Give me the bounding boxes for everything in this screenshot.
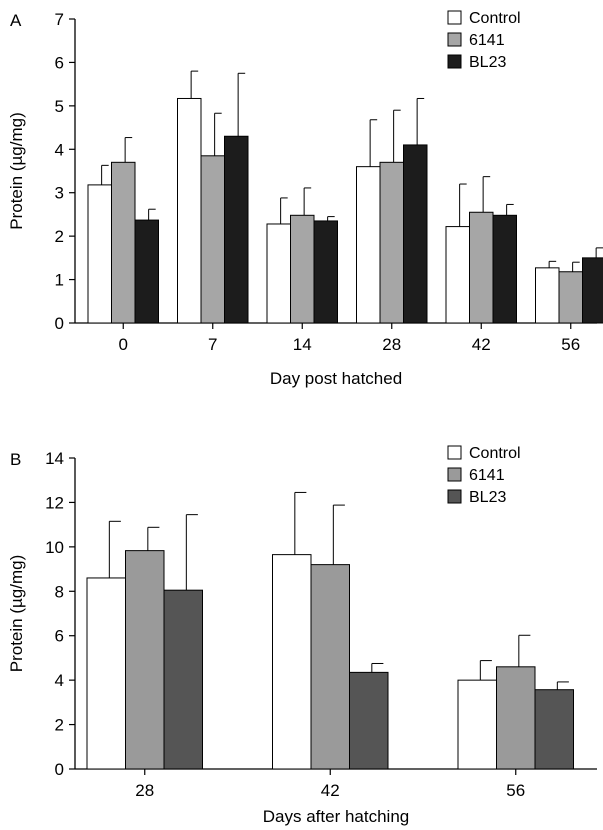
legend-label-bl23: BL23 <box>469 54 506 71</box>
bar-bl23-56 <box>534 689 574 770</box>
y-tick-label: 2 <box>55 227 64 246</box>
legend-label-control: Control <box>469 445 521 462</box>
bar-control-0 <box>87 184 112 324</box>
bar-control-56 <box>535 267 560 324</box>
legend: Control 6141 BL23 <box>447 10 521 71</box>
x-axis-title: Days after hatching <box>263 807 409 826</box>
x-axis-title: Day post hatched <box>270 369 402 388</box>
y-tick-label: 8 <box>55 582 64 601</box>
bar-6141-28 <box>125 550 165 770</box>
bar-control-56 <box>457 679 497 770</box>
legend-swatch-control <box>447 445 462 460</box>
legend-swatch-control <box>447 10 462 25</box>
bar-control-42 <box>272 554 312 770</box>
panel-label: B <box>10 450 21 469</box>
x-tick-label: 28 <box>382 335 401 354</box>
y-tick-label: 2 <box>55 716 64 735</box>
y-tick-label: 3 <box>55 184 64 203</box>
x-tick-label: 42 <box>321 781 340 800</box>
bar-bl23-0 <box>134 219 159 324</box>
legend-label-bl23: BL23 <box>469 489 506 506</box>
legend: Control 6141 BL23 <box>447 445 521 506</box>
legend-label-6141: 6141 <box>469 467 505 484</box>
y-tick-label: 0 <box>55 314 64 333</box>
legend-swatch-bl23 <box>447 489 462 504</box>
y-axis-title: Protein (µg/mg) <box>7 555 26 673</box>
y-tick-label: 7 <box>55 10 64 29</box>
bar-6141-42 <box>469 211 494 324</box>
bar-control-42 <box>445 226 470 324</box>
y-tick-label: 5 <box>55 97 64 116</box>
bar-bl23-28 <box>163 589 203 770</box>
bar-control-14 <box>266 223 291 324</box>
y-tick-label: 1 <box>55 271 64 290</box>
legend-swatch-6141 <box>447 32 462 47</box>
x-tick-label: 56 <box>561 335 580 354</box>
bar-6141-42 <box>310 564 350 770</box>
y-tick-label: 6 <box>55 53 64 72</box>
y-tick-label: 6 <box>55 627 64 646</box>
y-tick-label: 4 <box>55 671 64 690</box>
chart-panel-B: B 0 2 4 6 8 10 12 14 Protein (µg/mg) 28 42 56 Days af… <box>7 445 597 826</box>
bar-6141-56 <box>558 271 583 324</box>
bar-bl23-28 <box>403 144 428 324</box>
bar-6141-0 <box>111 161 136 324</box>
x-tick-label: 0 <box>119 335 128 354</box>
bar-6141-28 <box>379 161 404 324</box>
legend-swatch-6141 <box>447 467 462 482</box>
bar-control-28 <box>86 577 126 770</box>
x-tick-label: 56 <box>506 781 525 800</box>
bar-6141-56 <box>496 666 536 770</box>
legend-label-6141: 6141 <box>469 32 505 49</box>
x-tick-label: 28 <box>135 781 154 800</box>
y-tick-label: 0 <box>55 760 64 779</box>
x-tick-label: 14 <box>293 335 312 354</box>
bar-bl23-7 <box>224 135 249 324</box>
legend-swatch-bl23 <box>447 54 462 69</box>
bar-bl23-42 <box>349 671 389 770</box>
y-axis-title: Protein (µg/mg) <box>7 112 26 230</box>
y-tick-label: 4 <box>55 140 64 159</box>
bar-6141-7 <box>200 155 225 324</box>
y-tick-label: 10 <box>45 538 64 557</box>
legend-label-control: Control <box>469 10 521 27</box>
y-tick-label: 14 <box>45 449 64 468</box>
bar-bl23-56 <box>582 257 603 324</box>
x-tick-label: 42 <box>472 335 491 354</box>
panel-label: A <box>10 11 22 30</box>
bar-control-7 <box>177 97 202 324</box>
bar-bl23-14 <box>313 220 338 324</box>
bar-6141-14 <box>290 214 315 324</box>
y-tick-label: 12 <box>45 493 64 512</box>
bar-bl23-42 <box>492 214 517 324</box>
bar-control-28 <box>356 166 381 324</box>
x-tick-label: 7 <box>208 335 217 354</box>
